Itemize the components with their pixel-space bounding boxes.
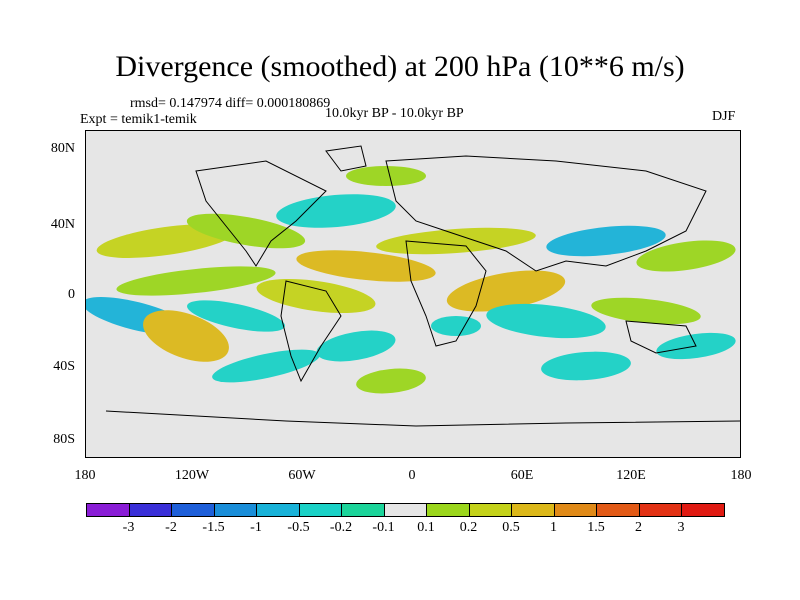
colorbar-label: -1 bbox=[250, 520, 262, 535]
colorbar-swatch bbox=[341, 503, 385, 517]
field-blobs bbox=[86, 166, 736, 394]
colorbar bbox=[86, 503, 725, 517]
season-label: DJF bbox=[712, 109, 736, 124]
x-tick-label: 60E bbox=[510, 468, 534, 483]
x-tick-label: 120E bbox=[616, 468, 646, 483]
colorbar-swatch bbox=[86, 503, 130, 517]
colorbar-swatch bbox=[511, 503, 555, 517]
colorbar-swatch bbox=[596, 503, 640, 517]
colorbar-label: 1.5 bbox=[587, 520, 605, 535]
colorbar-swatch bbox=[128, 503, 172, 517]
experiment-label: Expt = temik1-temik bbox=[80, 112, 197, 127]
colorbar-swatch bbox=[298, 503, 342, 517]
colorbar-label: -2 bbox=[165, 520, 177, 535]
colorbar-label: 2 bbox=[635, 520, 642, 535]
y-tick-label: 80N bbox=[50, 141, 75, 156]
x-tick-label: 0 bbox=[408, 468, 416, 483]
colorbar-label: -0.2 bbox=[329, 520, 353, 535]
colorbar-label: -0.1 bbox=[372, 520, 395, 535]
colorbar-label: 0.2 bbox=[459, 520, 478, 535]
colorbar-swatch bbox=[171, 503, 215, 517]
colorbar-swatch bbox=[256, 503, 300, 517]
colorbar-label: -3 bbox=[122, 520, 135, 535]
y-tick-label: 80S bbox=[53, 432, 75, 447]
colorbar-label: 0.1 bbox=[417, 520, 435, 535]
colorbar-label: -1.5 bbox=[202, 520, 225, 535]
y-tick-label: 40N bbox=[50, 217, 75, 232]
figure-title: Divergence (smoothed) at 200 hPa (10**6 … bbox=[115, 50, 685, 83]
x-tick-label: 60W bbox=[288, 468, 316, 483]
x-tick-label: 120W bbox=[174, 468, 210, 483]
y-tick-label: 0 bbox=[68, 287, 75, 302]
colorbar-swatch bbox=[383, 503, 427, 517]
colorbar-swatch bbox=[553, 503, 597, 517]
stats-label: rmsd= 0.147974 diff= 0.000180869 bbox=[130, 96, 331, 111]
colorbar-label: 0.5 bbox=[502, 520, 520, 535]
divergence-map bbox=[85, 130, 741, 458]
period-label: 10.0kyr BP - 10.0kyr BP bbox=[325, 106, 464, 121]
colorbar-swatch bbox=[638, 503, 682, 517]
colorbar-label: -0.5 bbox=[287, 520, 310, 535]
x-tick-label: 180 bbox=[730, 468, 752, 483]
map-svg bbox=[86, 145, 740, 427]
colorbar-label: 1 bbox=[550, 520, 557, 535]
colorbar-swatch bbox=[426, 503, 470, 517]
y-tick-label: 40S bbox=[53, 359, 75, 374]
coastlines bbox=[105, 145, 740, 427]
colorbar-swatch bbox=[468, 503, 512, 517]
colorbar-label: 3 bbox=[677, 520, 685, 535]
colorbar-swatch bbox=[213, 503, 257, 517]
colorbar-swatch bbox=[681, 503, 725, 517]
x-tick-label: 180 bbox=[74, 468, 96, 483]
